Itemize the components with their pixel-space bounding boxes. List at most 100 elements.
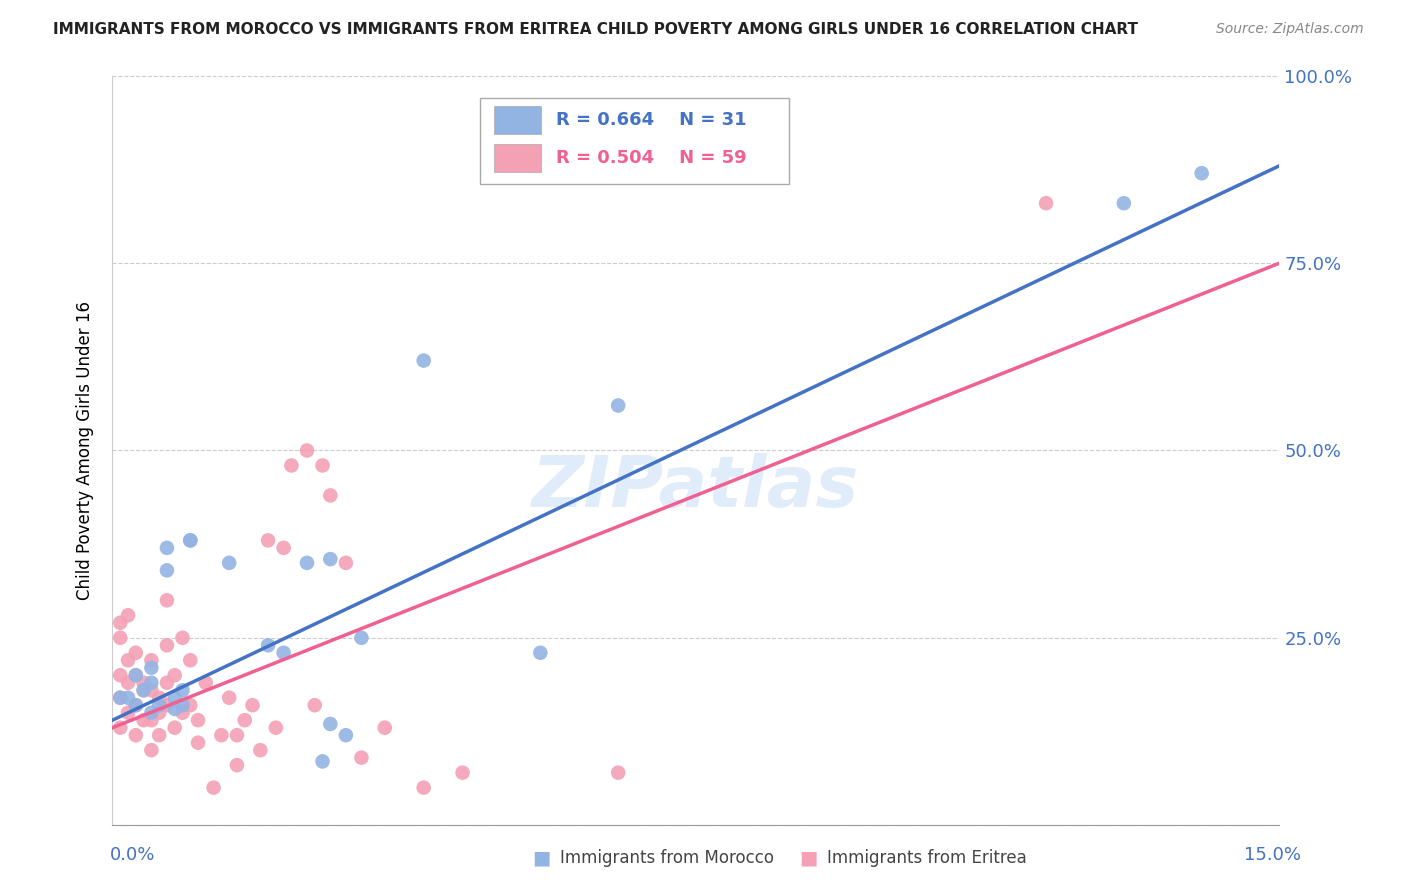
Point bbox=[156, 675, 179, 690]
Point bbox=[110, 690, 132, 705]
Point bbox=[451, 765, 474, 780]
Point bbox=[125, 668, 148, 682]
Point bbox=[179, 533, 201, 548]
Point bbox=[1112, 196, 1135, 211]
Point bbox=[117, 690, 139, 705]
Point bbox=[132, 675, 155, 690]
Text: ■: ■ bbox=[531, 848, 551, 868]
Point bbox=[295, 556, 318, 570]
Text: Immigrants from Eritrea: Immigrants from Eritrea bbox=[827, 849, 1026, 867]
Y-axis label: Child Poverty Among Girls Under 16: Child Poverty Among Girls Under 16 bbox=[76, 301, 94, 600]
Point bbox=[163, 702, 186, 716]
Point bbox=[226, 728, 249, 742]
Point bbox=[141, 661, 163, 675]
Point bbox=[249, 743, 271, 757]
Point bbox=[110, 615, 132, 630]
Point bbox=[264, 721, 287, 735]
Bar bbox=[494, 106, 541, 135]
Point bbox=[163, 690, 186, 705]
Point bbox=[179, 653, 201, 667]
Point bbox=[295, 443, 318, 458]
Point bbox=[141, 683, 163, 698]
Point bbox=[179, 533, 201, 548]
Point bbox=[117, 675, 139, 690]
Point bbox=[319, 552, 342, 566]
Point bbox=[350, 631, 373, 645]
Point bbox=[311, 458, 333, 473]
Text: R = 0.504    N = 59: R = 0.504 N = 59 bbox=[555, 149, 747, 167]
Point bbox=[110, 668, 132, 682]
FancyBboxPatch shape bbox=[479, 98, 789, 185]
Point bbox=[110, 721, 132, 735]
Text: Immigrants from Morocco: Immigrants from Morocco bbox=[560, 849, 773, 867]
Point bbox=[187, 736, 209, 750]
Point bbox=[172, 706, 194, 720]
Point bbox=[132, 683, 155, 698]
Point bbox=[172, 631, 194, 645]
Point bbox=[148, 698, 170, 713]
Point bbox=[117, 706, 139, 720]
Point bbox=[179, 698, 201, 713]
Point bbox=[607, 765, 630, 780]
Point bbox=[233, 713, 256, 727]
Text: ZIPatlas: ZIPatlas bbox=[533, 453, 859, 523]
Point bbox=[132, 683, 155, 698]
Text: ■: ■ bbox=[799, 848, 818, 868]
Point bbox=[412, 353, 434, 368]
Point bbox=[156, 698, 179, 713]
Point bbox=[125, 646, 148, 660]
Point bbox=[156, 563, 179, 577]
Point bbox=[141, 675, 163, 690]
Point bbox=[374, 721, 396, 735]
Text: Source: ZipAtlas.com: Source: ZipAtlas.com bbox=[1216, 22, 1364, 37]
Point bbox=[163, 668, 186, 682]
Text: 15.0%: 15.0% bbox=[1243, 846, 1301, 863]
Point bbox=[273, 646, 295, 660]
Point bbox=[141, 743, 163, 757]
Point bbox=[412, 780, 434, 795]
Point bbox=[194, 675, 217, 690]
Point bbox=[148, 706, 170, 720]
Point bbox=[132, 713, 155, 727]
Point bbox=[172, 683, 194, 698]
Point bbox=[156, 541, 179, 555]
Point bbox=[218, 556, 240, 570]
Point bbox=[1191, 166, 1213, 180]
Point bbox=[110, 690, 132, 705]
Point bbox=[156, 593, 179, 607]
Point bbox=[163, 721, 186, 735]
Point bbox=[187, 713, 209, 727]
Point bbox=[125, 668, 148, 682]
Point bbox=[209, 728, 232, 742]
Point bbox=[141, 713, 163, 727]
Point bbox=[242, 698, 264, 713]
Point bbox=[335, 728, 357, 742]
Point bbox=[273, 541, 295, 555]
Text: 0.0%: 0.0% bbox=[110, 846, 155, 863]
Point bbox=[117, 608, 139, 623]
Point bbox=[319, 717, 342, 731]
Point bbox=[148, 728, 170, 742]
Point bbox=[304, 698, 326, 713]
Point bbox=[141, 706, 163, 720]
Point bbox=[172, 698, 194, 713]
Point bbox=[117, 653, 139, 667]
Point bbox=[335, 556, 357, 570]
Point bbox=[148, 690, 170, 705]
Point bbox=[125, 728, 148, 742]
Point bbox=[529, 646, 551, 660]
Bar bbox=[494, 144, 541, 172]
Point bbox=[125, 698, 148, 713]
Point bbox=[226, 758, 249, 772]
Point bbox=[319, 488, 342, 502]
Point bbox=[141, 653, 163, 667]
Point bbox=[257, 638, 280, 652]
Point bbox=[607, 399, 630, 413]
Point bbox=[350, 750, 373, 764]
Point bbox=[202, 780, 225, 795]
Point bbox=[156, 638, 179, 652]
Text: R = 0.664    N = 31: R = 0.664 N = 31 bbox=[555, 111, 747, 129]
Point bbox=[311, 755, 333, 769]
Point bbox=[280, 458, 302, 473]
Point bbox=[125, 698, 148, 713]
